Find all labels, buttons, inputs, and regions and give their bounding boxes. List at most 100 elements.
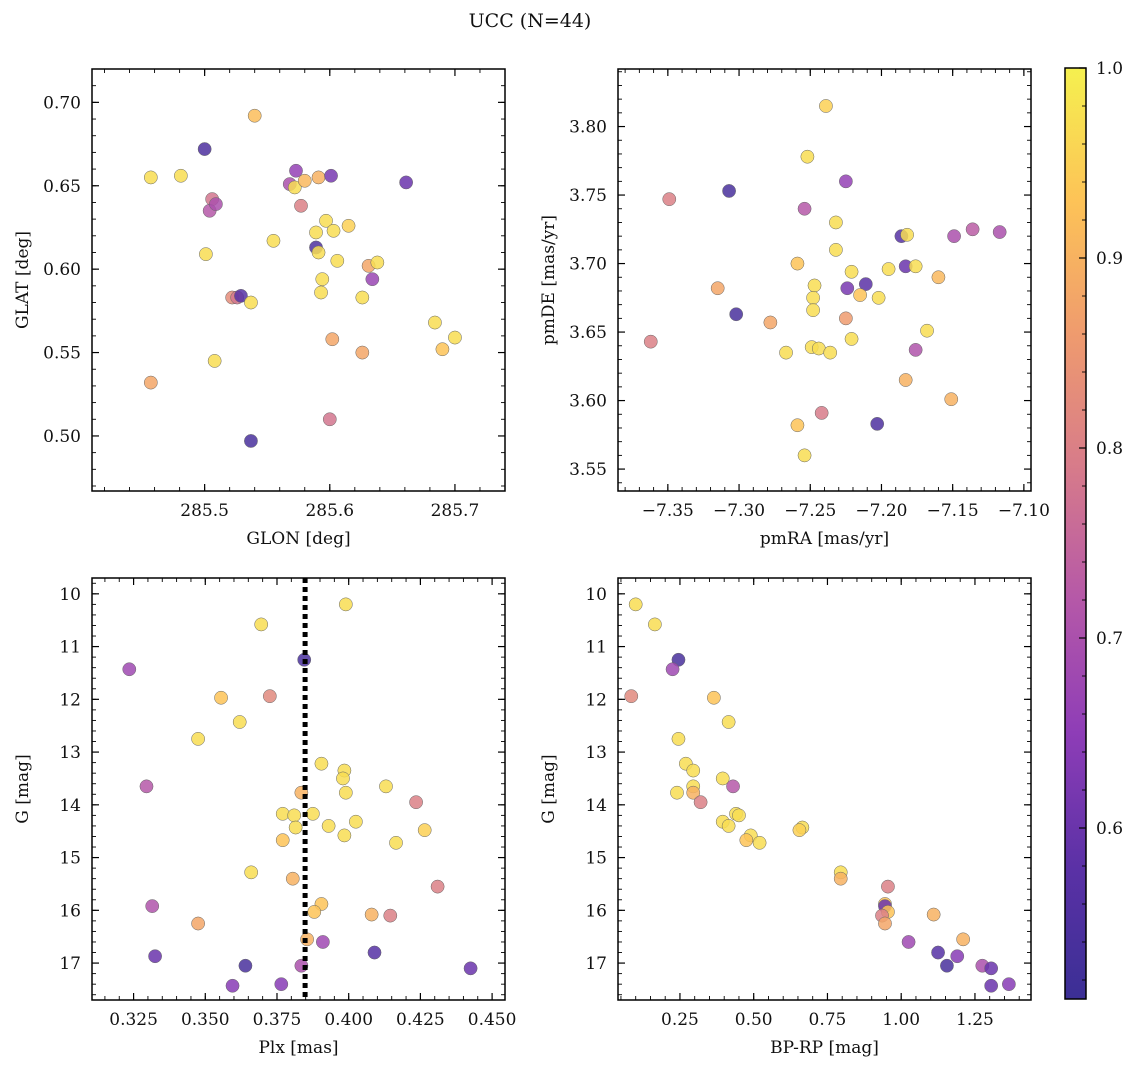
y-tick-label: 3.70 (569, 255, 607, 275)
data-point (244, 295, 258, 310)
x-tick-label: −7.15 (927, 501, 979, 521)
data-point (274, 977, 289, 992)
x-tick-label: 1.25 (956, 1010, 994, 1030)
y-tick-label: 12 (585, 690, 607, 710)
data-point (324, 168, 338, 183)
data-point (355, 290, 370, 305)
data-point (898, 373, 913, 387)
data-point (814, 406, 829, 420)
data-point (721, 715, 736, 729)
data-point (326, 223, 341, 238)
data-point (931, 270, 946, 285)
data-point (191, 916, 205, 931)
x-axis-label: GLON [deg] (246, 529, 350, 549)
data-point (944, 392, 959, 407)
data-point (338, 785, 353, 800)
data-point (721, 819, 736, 833)
data-point (435, 342, 450, 357)
data-point (732, 808, 746, 823)
data-point (707, 690, 721, 705)
data-point (254, 617, 269, 632)
colorbar-tick-label: 1.0 (1096, 59, 1123, 79)
data-point (364, 907, 379, 922)
data-point (710, 281, 725, 296)
data-point (671, 732, 686, 746)
y-axis-label: G [mag] (13, 754, 33, 823)
colorbar-tick-label: 0.7 (1096, 629, 1123, 649)
data-point (349, 814, 363, 829)
y-tick-label: 10 (59, 585, 81, 605)
y-axis-label: pmDE [mas/yr] (539, 215, 559, 345)
data-point (463, 961, 478, 976)
data-point (305, 806, 320, 821)
y-tick-label: 14 (59, 796, 81, 816)
data-point (686, 763, 701, 778)
y-tick-label: 11 (585, 638, 607, 658)
data-point (409, 795, 423, 810)
data-point (370, 255, 385, 270)
data-point (234, 288, 248, 303)
data-point (881, 262, 896, 276)
data-point (199, 247, 213, 261)
plot-frame (91, 577, 506, 1001)
data-point (722, 184, 736, 198)
x-axis-label: Plx [mas] (258, 1038, 338, 1058)
colorbar-tick-label: 0.9 (1096, 249, 1123, 269)
y-tick-label: 16 (59, 901, 81, 921)
data-point (448, 330, 462, 345)
data-point (197, 142, 212, 156)
data-point (752, 835, 767, 850)
data-point (729, 307, 744, 322)
data-point (984, 961, 999, 976)
data-point (643, 334, 658, 349)
y-axis-label: G [mag] (539, 754, 559, 823)
data-point (790, 256, 805, 271)
y-tick-label: 14 (585, 796, 607, 816)
data-point (790, 418, 805, 433)
data-point (984, 978, 999, 993)
x-tick-label: −7.35 (642, 501, 694, 521)
data-point (833, 871, 848, 886)
colorbar-gradient (1064, 67, 1087, 1000)
x-axis-label: pmRA [mas/yr] (760, 529, 889, 549)
data-point (338, 597, 353, 612)
data-point (321, 819, 336, 833)
y-tick-label: 17 (585, 954, 607, 974)
panel-bprp-g: 0.25 0.50 0.75 1.00 1.25 10 11 12 13 14 15 16 17 BP-R… (539, 577, 1032, 1058)
y-tick-label: 10 (585, 585, 607, 605)
y-tick-label: 0.55 (43, 344, 81, 364)
data-point (792, 823, 807, 837)
x-tick-label: 0.350 (181, 1010, 230, 1030)
data-point (648, 617, 662, 632)
x-tick-label: −7.10 (998, 501, 1050, 521)
data-point (209, 197, 223, 211)
y-tick-label: 0.70 (43, 93, 81, 113)
y-tick-label: 11 (59, 638, 81, 658)
data-point (322, 412, 337, 427)
x-tick-label: 0.325 (109, 1010, 158, 1030)
y-tick-label: 13 (59, 743, 81, 763)
data-point (823, 345, 838, 360)
x-axis-label: BP-RP [mag] (770, 1038, 879, 1058)
data-point (266, 233, 281, 248)
data-point (926, 907, 941, 922)
data-point (297, 173, 312, 188)
data-point (244, 434, 258, 448)
y-axis-label: GLAT [deg] (13, 231, 33, 329)
figure-title: UCC (N=44) (469, 10, 592, 32)
data-point (858, 277, 873, 291)
data-point (878, 916, 892, 931)
data-point (379, 779, 393, 794)
data-point (336, 771, 350, 786)
data-point (367, 945, 382, 960)
plot-frame (617, 68, 1032, 492)
data-point (428, 315, 442, 330)
data-point (355, 345, 370, 360)
x-tick-label: 0.25 (661, 1010, 699, 1030)
data-point (314, 756, 329, 771)
data-point (807, 278, 822, 293)
x-tick-label: 0.375 (253, 1010, 302, 1030)
data-point (275, 806, 290, 821)
data-point (247, 108, 262, 123)
data-point (670, 785, 684, 800)
